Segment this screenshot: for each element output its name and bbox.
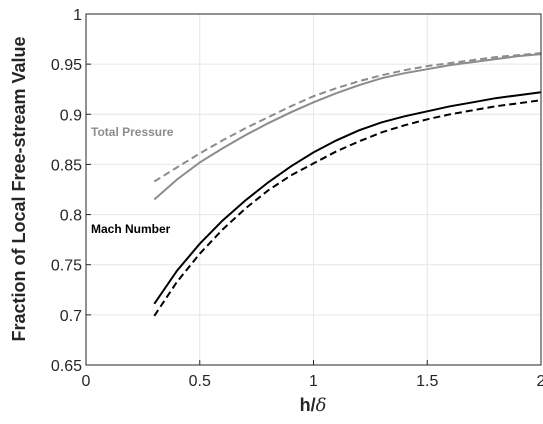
y-tick-label: 0.65 xyxy=(51,358,82,375)
x-ticks: 0 0.5 1 1.5 2 xyxy=(82,360,543,390)
y-tick-label: 0.75 xyxy=(51,258,82,275)
series-line-mach-number-dashed xyxy=(153,99,542,317)
series-line-mach-number-solid xyxy=(153,91,542,305)
y-tick-label: 0.85 xyxy=(51,157,82,174)
y-tick-label: 0.7 xyxy=(60,308,82,325)
series-line-total-pressure-dashed xyxy=(153,52,542,183)
y-tick-label: 0.9 xyxy=(60,107,82,124)
annotation-mach-number: Mach Number xyxy=(91,222,171,236)
grid xyxy=(86,14,541,365)
annotation-total-pressure: Total Pressure xyxy=(91,125,174,139)
x-tick-label: 0 xyxy=(82,373,91,390)
y-ticks: 0.65 0.7 0.75 0.8 0.85 0.9 0.95 1 xyxy=(51,7,91,375)
x-tick-label: 0.5 xyxy=(189,373,211,390)
x-tick-label: 1.5 xyxy=(416,373,438,390)
series-group xyxy=(153,52,542,317)
y-tick-label: 0.95 xyxy=(51,57,82,74)
y-axis-label: Fraction of Local Free-stream Value xyxy=(9,36,29,341)
x-tick-label: 2 xyxy=(537,373,543,390)
y-tick-label: 0.8 xyxy=(60,208,82,225)
y-tick-label: 1 xyxy=(73,7,82,24)
x-tick-label: 1 xyxy=(309,373,318,390)
series-line-total-pressure-solid xyxy=(153,53,542,201)
annotations: Total Pressure Mach Number xyxy=(91,125,174,236)
x-axis-label: h/δ xyxy=(300,395,327,416)
